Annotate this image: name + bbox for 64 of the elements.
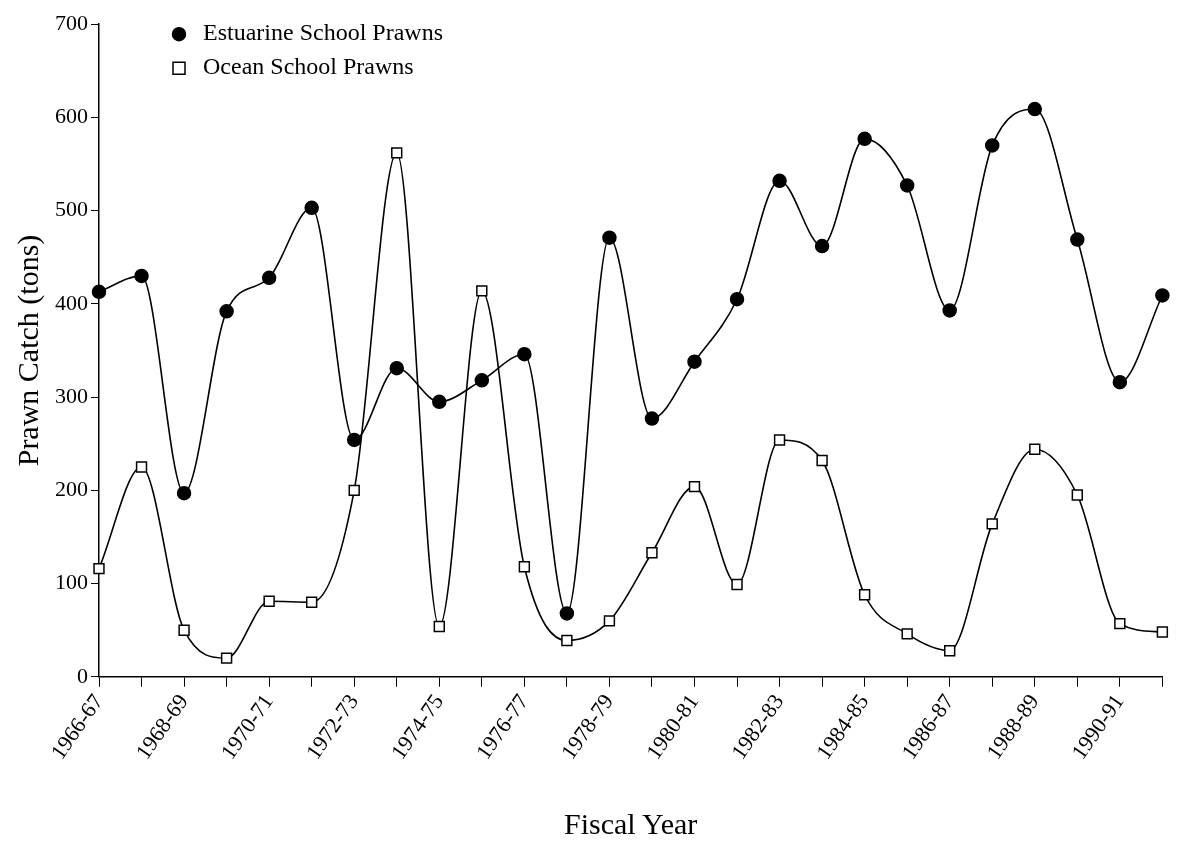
point	[432, 394, 447, 410]
point	[561, 634, 573, 647]
point	[517, 346, 532, 362]
point	[899, 178, 915, 193]
y-tick-label: 100	[55, 569, 88, 595]
point	[391, 147, 403, 159]
y-tick-label: 300	[55, 382, 88, 408]
point	[1112, 374, 1128, 390]
point	[644, 411, 660, 426]
point	[772, 173, 787, 189]
point	[857, 131, 872, 147]
point	[389, 360, 404, 376]
y-tick-label: 200	[55, 476, 88, 502]
point	[263, 595, 275, 607]
point	[176, 485, 192, 501]
point	[688, 480, 701, 493]
legend-label: Estuarine School Prawns	[203, 19, 443, 46]
point	[305, 596, 318, 608]
y-tick-label: 400	[55, 289, 88, 315]
point	[1156, 626, 1169, 638]
point	[474, 373, 490, 388]
point	[1027, 101, 1043, 117]
point	[986, 518, 998, 530]
y-tick-label: 0	[77, 662, 88, 688]
point	[901, 628, 913, 640]
point	[1155, 288, 1170, 303]
point	[304, 200, 319, 216]
point	[814, 238, 830, 254]
x-axis-title: Fiscal Year	[564, 806, 698, 840]
y-tick-label: 500	[55, 196, 88, 222]
point	[219, 304, 234, 319]
point	[93, 562, 105, 575]
point	[816, 454, 828, 467]
point	[773, 434, 786, 446]
point	[91, 284, 107, 300]
point	[984, 138, 1000, 153]
point	[731, 578, 743, 591]
point	[942, 303, 957, 318]
point	[348, 484, 360, 497]
point	[476, 285, 488, 297]
y-tick-label: 600	[55, 103, 88, 129]
point	[518, 561, 531, 573]
point	[646, 547, 658, 559]
point	[433, 620, 445, 633]
point	[944, 644, 956, 657]
point	[1029, 443, 1041, 456]
point	[346, 432, 362, 448]
point	[1070, 232, 1085, 247]
point	[178, 624, 190, 636]
point	[261, 270, 277, 286]
point	[1114, 617, 1126, 630]
point	[135, 461, 148, 473]
point	[603, 615, 616, 627]
point	[687, 354, 702, 369]
point	[858, 589, 871, 601]
legend-label: Ocean School Prawns	[203, 53, 414, 80]
y-axis-title: Prawn Catch (tons)	[10, 234, 45, 467]
point	[602, 230, 617, 245]
point	[1071, 489, 1083, 501]
point	[559, 606, 575, 621]
point	[220, 652, 233, 664]
y-tick-label: 700	[55, 9, 88, 35]
point	[134, 268, 149, 284]
point	[729, 291, 745, 307]
